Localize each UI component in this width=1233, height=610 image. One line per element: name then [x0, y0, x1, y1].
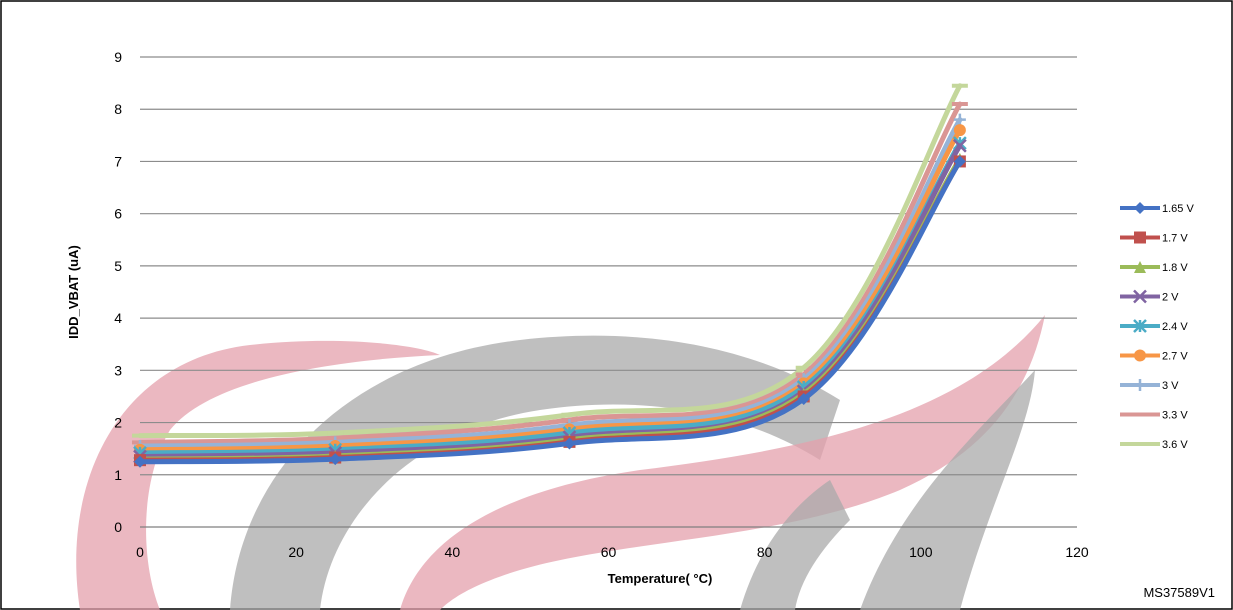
legend-label: 1.7 V: [1162, 233, 1188, 245]
legend-label: 2 V: [1162, 292, 1179, 304]
legend-item: 2.4 V: [1120, 319, 1188, 333]
legend-label: 3.3 V: [1162, 410, 1188, 422]
legend-label: 2.7 V: [1162, 351, 1188, 363]
y-tick-label: 2: [114, 415, 122, 431]
x-tick-label: 80: [757, 544, 773, 560]
data-point: [797, 393, 810, 406]
legend-swatch-marker: [1134, 261, 1146, 273]
watermark-gray-arc: [230, 335, 840, 610]
y-tick-label: 0: [114, 519, 122, 535]
legend-swatch-marker: [1134, 349, 1146, 362]
gridlines: [140, 56, 1077, 528]
series-lines: [132, 83, 968, 468]
legend-label: 2.4 V: [1162, 321, 1188, 333]
legend-swatch-marker: [1133, 289, 1147, 304]
x-tick-label: 0: [136, 544, 144, 560]
y-axis-title: IDD_VBAT (uA): [66, 245, 81, 339]
y-tick-label: 6: [114, 206, 122, 222]
data-point: [329, 453, 342, 466]
watermark-red-swoosh-right: [400, 315, 1045, 610]
legend-item: 2.7 V: [1120, 349, 1188, 363]
watermark-logo: [76, 315, 1045, 610]
x-tick-label: 100: [909, 544, 933, 560]
series-line: [137, 101, 963, 445]
watermark-red-swoosh-left: [76, 340, 441, 610]
series-line: [137, 83, 963, 439]
data-point: [134, 455, 146, 468]
data-point: [953, 113, 966, 126]
y-tick-label: 4: [114, 310, 122, 326]
data-point: [952, 138, 967, 153]
data-point: [953, 155, 966, 168]
y-tick-label: 7: [114, 153, 122, 169]
data-point: [563, 437, 576, 450]
legend: 1.65 V 1.7 V 1.8 V 2 V 2.4 V 2.7 V 3 V 3.3 V 3.6…: [1120, 202, 1194, 451]
y-tick-label: 9: [114, 49, 122, 65]
series-line: [137, 117, 963, 449]
x-tick-label: 60: [601, 544, 617, 560]
legend-item: 1.7 V: [1120, 231, 1188, 245]
y-tick-label: 1: [114, 467, 122, 483]
y-tick-label: 5: [114, 258, 122, 274]
figure-id-label: MS37589V1: [1143, 585, 1215, 600]
legend-item: 3.6 V: [1120, 439, 1188, 451]
legend-label: 1.8 V: [1162, 262, 1188, 274]
legend-item: 3 V: [1120, 379, 1179, 392]
legend-item: 1.8 V: [1120, 261, 1188, 274]
data-point: [953, 124, 966, 137]
series-line: [137, 143, 963, 459]
legend-item: 2 V: [1120, 289, 1179, 304]
legend-label: 3.6 V: [1162, 439, 1188, 451]
legend-item: 1.65 V: [1120, 202, 1194, 215]
legend-swatch-marker: [1133, 319, 1147, 333]
y-tick-label: 3: [114, 362, 122, 378]
x-axis-title: Temperature( °C): [608, 571, 713, 586]
legend-swatch-marker: [1134, 379, 1146, 391]
legend-swatch-marker: [1134, 231, 1146, 244]
watermark-gray-center-stroke: [740, 480, 850, 610]
y-tick-label: 8: [114, 101, 122, 117]
legend-label: 1.65 V: [1162, 203, 1194, 215]
watermark-gray-right-stroke: [860, 370, 1035, 610]
series-line: [137, 158, 963, 465]
x-tick-label: 120: [1065, 544, 1089, 560]
x-tick-label: 40: [445, 544, 461, 560]
series-line: [137, 127, 963, 453]
legend-swatch-marker: [1134, 202, 1146, 214]
legend-label: 3 V: [1162, 380, 1179, 392]
x-tick-label: 20: [288, 544, 304, 560]
legend-item: 3.3 V: [1120, 410, 1188, 422]
series-1-65-v: [134, 155, 966, 468]
axes: 0 1 2 3 4 5 6 7 8 9 0 20 40 60 80 100 120: [114, 49, 1089, 560]
